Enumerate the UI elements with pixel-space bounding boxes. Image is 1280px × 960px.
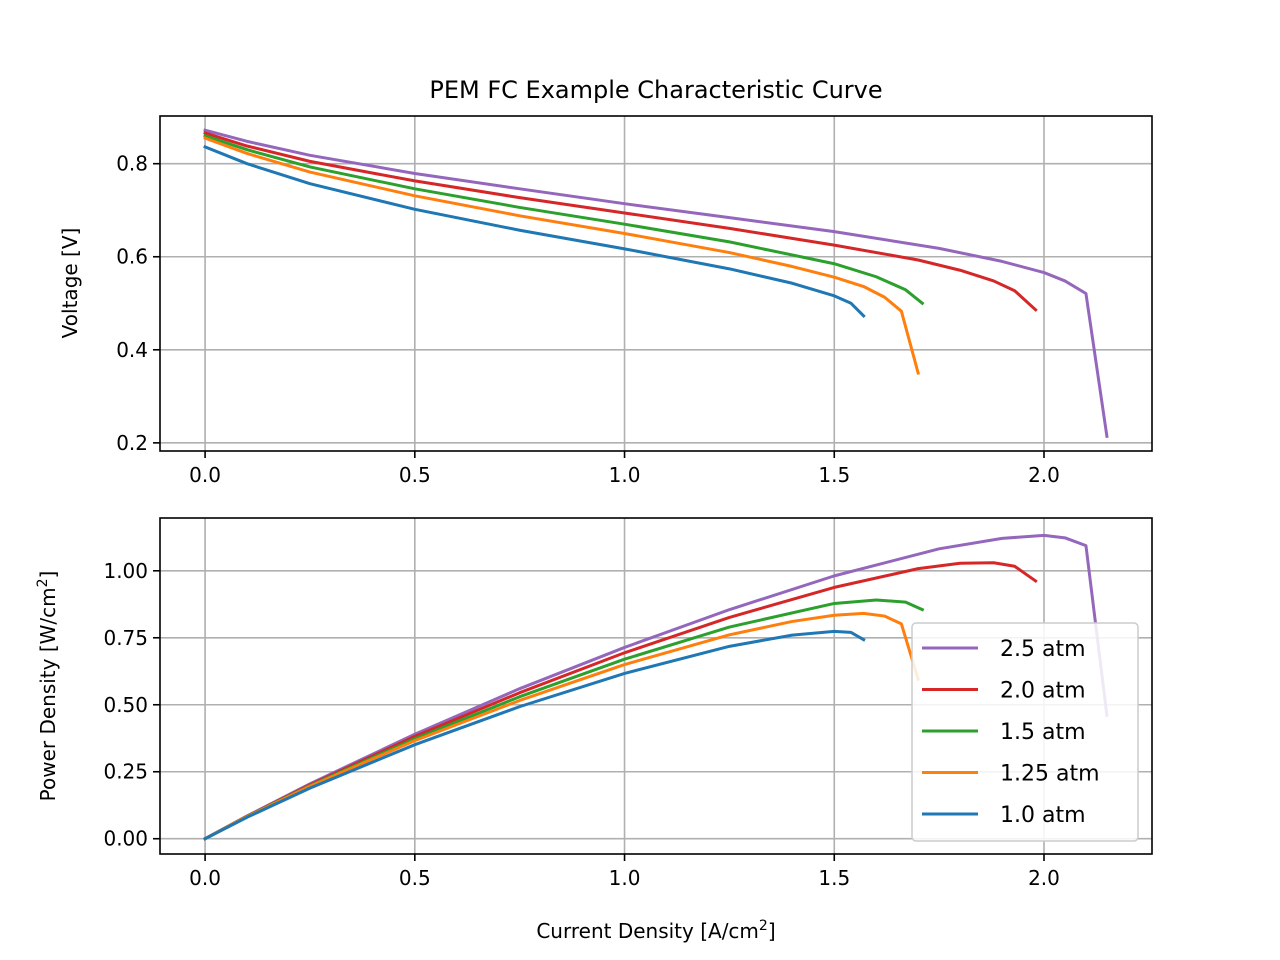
legend-label-2-0-atm: 2.0 atm bbox=[1000, 679, 1086, 704]
chart-title: PEM FC Example Characteristic Curve bbox=[429, 76, 882, 104]
power-plot-frame bbox=[159, 517, 1153, 855]
chart0-series-1-5-atm-line bbox=[203, 133, 925, 306]
chart0-y-tick-label: 0.4 bbox=[116, 338, 148, 362]
chart1-x-tick-label: 0.0 bbox=[189, 866, 221, 890]
chart1-x-tick-label: 0.5 bbox=[399, 866, 431, 890]
chart1-x-tick-label: 2.0 bbox=[1028, 866, 1060, 890]
chart1-y-tick-label: 0.75 bbox=[103, 626, 148, 650]
legend-frame bbox=[911, 622, 1139, 842]
chart1-y-tick-label: 0.25 bbox=[103, 760, 148, 784]
legend-label-1-5-atm: 1.5 atm bbox=[1000, 720, 1086, 745]
chart0-y-tick-label: 0.8 bbox=[116, 152, 148, 176]
chart0-x-tick-label: 1.5 bbox=[818, 463, 850, 487]
voltage-y-label: Voltage [V] bbox=[58, 228, 82, 339]
chart1-y-tick-label: 1.00 bbox=[103, 559, 148, 583]
legend-label-2-5-atm: 2.5 atm bbox=[1000, 637, 1086, 662]
voltage-plot: 0.0 0.5 1.0 1.5 2.0 0.2 0.4 0.6 0.8 bbox=[116, 115, 1153, 487]
chart1-x-tick-label: 1.5 bbox=[818, 866, 850, 890]
chart0-y-tick-label: 0.2 bbox=[116, 431, 148, 455]
chart0-series-1-0-atm-line bbox=[203, 144, 866, 318]
chart1-y-tick-label: 0.50 bbox=[103, 693, 148, 717]
chart1-x-tick-label: 1.0 bbox=[609, 866, 641, 890]
chart0-series-2-5-atm-line bbox=[203, 128, 1109, 439]
power-y-label: Power Density [W/cm2] bbox=[35, 571, 60, 802]
voltage-plot-frame bbox=[159, 115, 1153, 452]
chart0-series-2-0-atm-line bbox=[203, 131, 1038, 312]
chart0-x-tick-label: 0.0 bbox=[189, 463, 221, 487]
chart0-y-tick-label: 0.6 bbox=[116, 245, 148, 269]
chart0-x-tick-label: 0.5 bbox=[399, 463, 431, 487]
chart0-x-tick-label: 2.0 bbox=[1028, 463, 1060, 487]
chart1-series-1-0-atm-line bbox=[203, 629, 866, 841]
legend-label-1-0-atm: 1.0 atm bbox=[1000, 803, 1086, 828]
chart1-series-1-25-atm-line bbox=[203, 611, 921, 841]
chart0-x-tick-label: 1.0 bbox=[609, 463, 641, 487]
current-density-x-label: Current Density [A/cm2] bbox=[536, 918, 775, 943]
chart1-y-tick-label: 0.00 bbox=[103, 827, 148, 851]
chart0-series-1-25-atm-line bbox=[203, 136, 921, 375]
legend: 2.5 atm 2.0 atm 1.5 atm 1.25 atm 1.0 atm bbox=[911, 622, 1139, 842]
legend-label-1-25-atm: 1.25 atm bbox=[1000, 762, 1100, 787]
